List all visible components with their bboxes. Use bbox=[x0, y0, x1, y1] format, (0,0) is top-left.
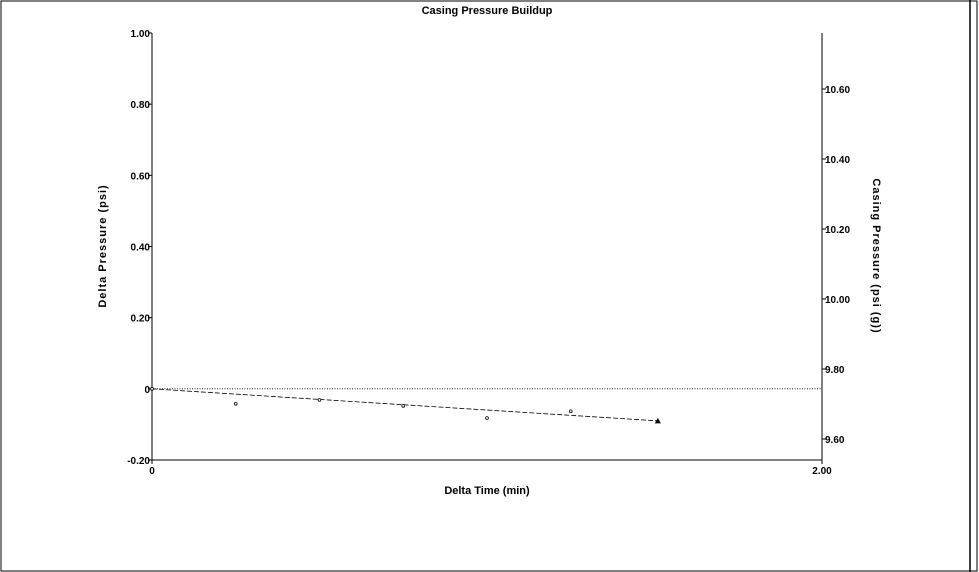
y-tick-label: 0.60 bbox=[131, 171, 151, 182]
y-tick-label: 1.00 bbox=[131, 29, 151, 40]
y-axis-ticks: -0.20 0 0.20 0.40 0.60 0.80 1.00 bbox=[127, 29, 152, 467]
x-tick-label: 2.00 bbox=[812, 466, 832, 477]
data-point-final bbox=[654, 417, 661, 424]
x-axis-ticks: 0 2.00 bbox=[149, 460, 832, 477]
y2-tick-label: 9.60 bbox=[825, 435, 845, 446]
y-tick-label: 0 bbox=[144, 385, 150, 396]
y-tick-label: 0.40 bbox=[131, 243, 151, 254]
y2-tick-label: 10.60 bbox=[825, 85, 850, 96]
y2-axis-ticks: 9.60 9.80 10.00 10.20 10.40 10.60 bbox=[822, 85, 850, 446]
y-tick-label: 0.80 bbox=[131, 100, 151, 111]
data-point bbox=[568, 409, 573, 414]
x-tick-label: 0 bbox=[149, 466, 155, 477]
data-point bbox=[317, 398, 322, 402]
data-point bbox=[233, 401, 238, 406]
y2-tick-label: 9.80 bbox=[825, 365, 845, 376]
y2-tick-label: 10.20 bbox=[825, 225, 850, 236]
chart-title: Casing Pressure Buildup bbox=[422, 5, 553, 17]
y-tick-label: 0.20 bbox=[131, 314, 151, 325]
data-point bbox=[485, 416, 489, 420]
data-point bbox=[401, 404, 406, 408]
y2-tick-label: 10.00 bbox=[825, 295, 850, 306]
y-tick-label: -0.20 bbox=[127, 456, 150, 467]
y2-axis-label: Casing Pressure (psi (g)) bbox=[870, 178, 882, 333]
data-points bbox=[150, 387, 661, 424]
x-axis-label: Delta Time (min) bbox=[444, 485, 530, 497]
y2-tick-label: 10.40 bbox=[825, 155, 850, 166]
data-point bbox=[150, 387, 154, 391]
y-axis-label: Delta Pressure (psi) bbox=[97, 184, 109, 307]
trend-line bbox=[151, 388, 658, 422]
